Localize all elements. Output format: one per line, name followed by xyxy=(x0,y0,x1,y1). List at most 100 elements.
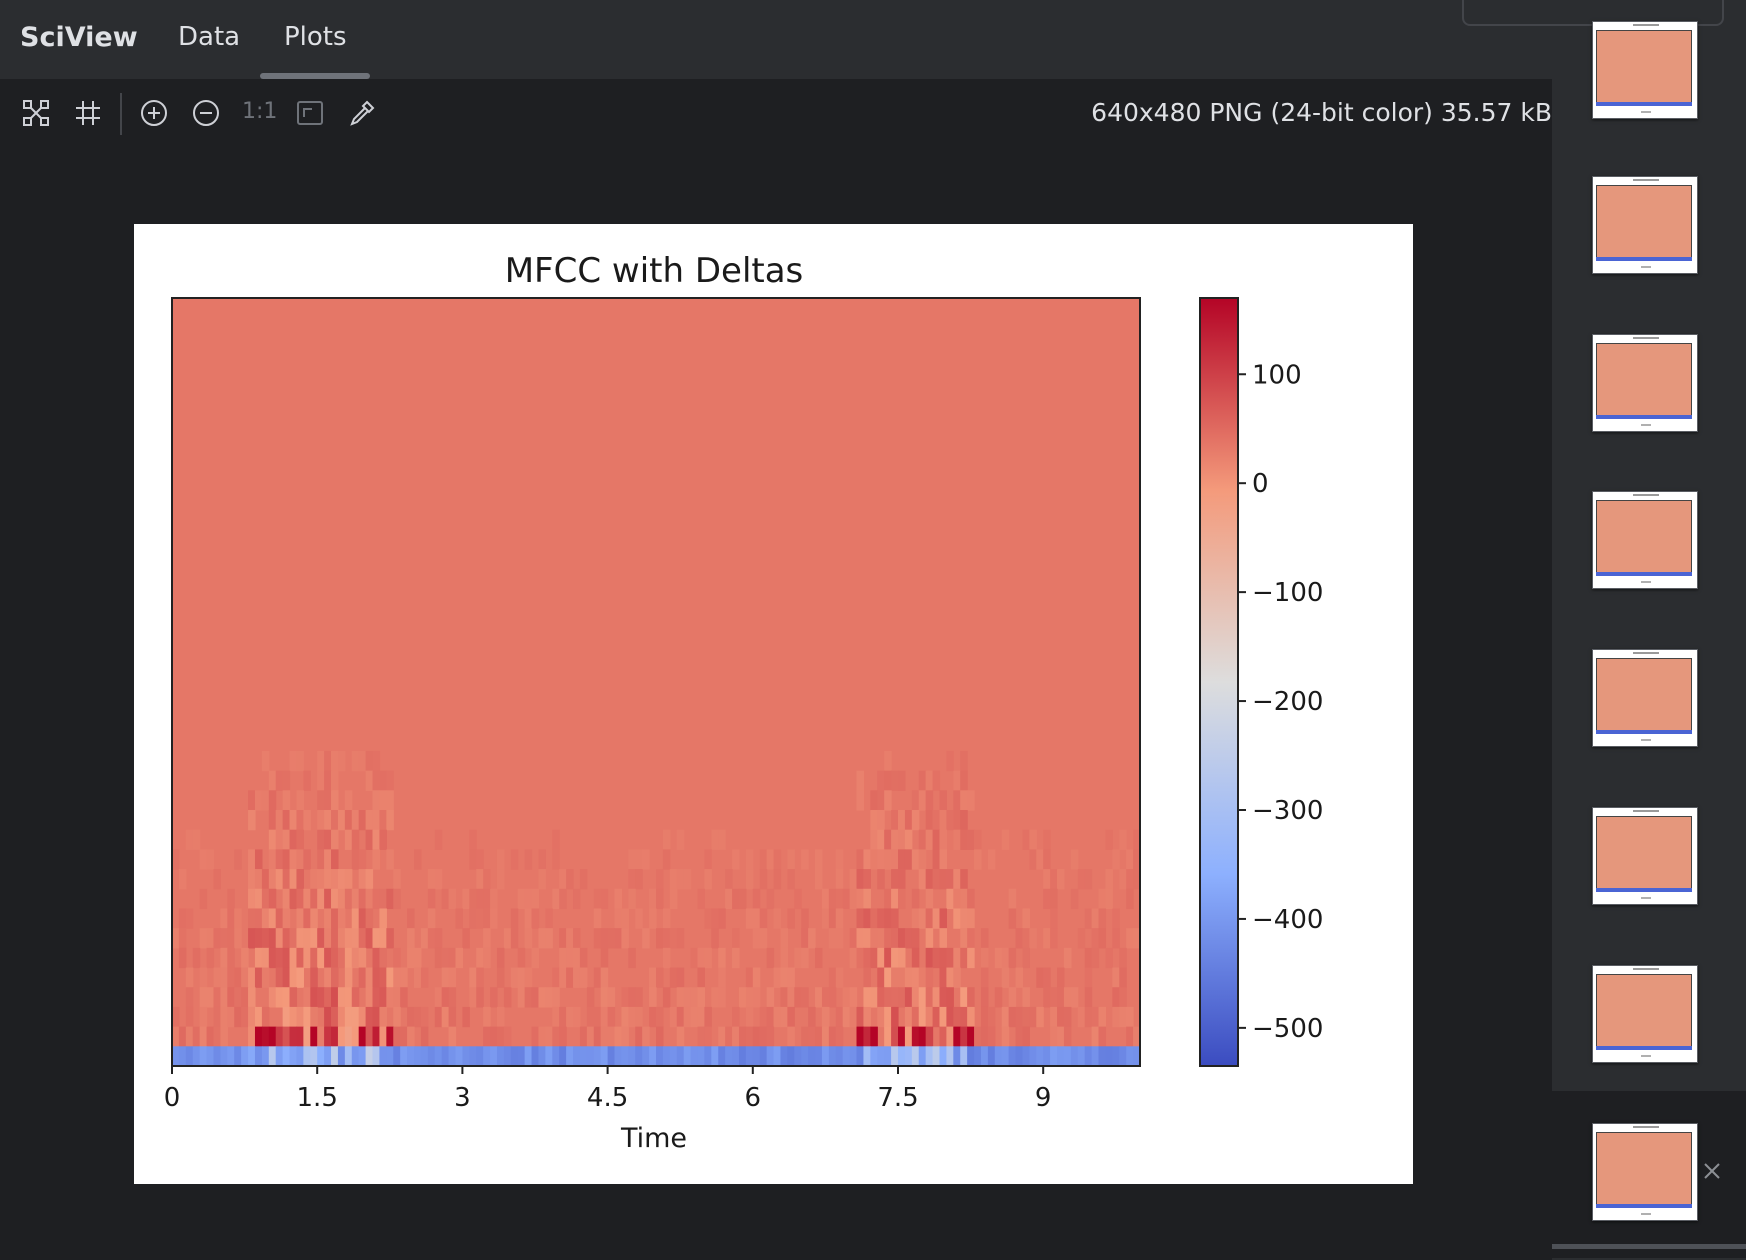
heatmap-cell xyxy=(690,987,699,1008)
color-picker-button[interactable] xyxy=(344,95,380,131)
heatmap-cell xyxy=(483,869,491,890)
heatmap-cell xyxy=(1112,1006,1120,1028)
heatmap-cell xyxy=(393,869,401,890)
plot-thumbnail[interactable] xyxy=(1592,965,1698,1063)
plot-thumbnail-selected[interactable] xyxy=(1592,1123,1698,1221)
actual-size-icon[interactable]: 1:1 xyxy=(242,99,278,124)
heatmap-cell xyxy=(275,987,284,1008)
heatmap-cell xyxy=(469,967,477,988)
heatmap-cell xyxy=(877,869,885,890)
image-toolbar: 1:1 640x480 PNG (24-bit color) 35.57 kB xyxy=(0,79,1552,149)
heatmap-cell xyxy=(372,750,381,772)
heatmap-cell xyxy=(898,1026,906,1047)
heatmap-cell xyxy=(732,849,740,870)
heatmap-cell xyxy=(614,1046,623,1066)
heatmap-cell xyxy=(662,987,671,1008)
heatmap-cell xyxy=(759,849,768,870)
heatmap-cell xyxy=(303,888,311,910)
heatmap-cell xyxy=(842,1006,851,1028)
heatmap-cell xyxy=(967,928,975,949)
heatmap-cell xyxy=(414,849,422,870)
heatmap-cell xyxy=(891,770,899,791)
tab-plots[interactable]: Plots xyxy=(284,22,347,52)
zoom-in-button[interactable] xyxy=(136,95,172,131)
heatmap-cell xyxy=(787,1026,795,1047)
heatmap-cell xyxy=(1119,947,1127,969)
heatmap-cell xyxy=(268,770,277,791)
heatmap-cell xyxy=(856,908,865,929)
heatmap-cell xyxy=(773,1046,782,1066)
heatmap-cell xyxy=(1050,987,1058,1008)
heatmap-cell xyxy=(821,1006,830,1028)
heatmap-cell xyxy=(1015,1006,1024,1028)
heatmap-cell xyxy=(939,790,947,811)
heatmap-cell xyxy=(1112,987,1120,1008)
heatmap-cell xyxy=(732,928,740,949)
heatmap-cell xyxy=(379,987,387,1008)
tab-data[interactable]: Data xyxy=(178,22,241,52)
heatmap-cell xyxy=(227,1046,235,1066)
fit-content-icon xyxy=(23,100,49,126)
fit-window-button[interactable] xyxy=(292,95,328,131)
plot-thumbnail[interactable] xyxy=(1592,21,1698,119)
heatmap-cell xyxy=(1133,829,1141,850)
heatmap-cell xyxy=(725,888,733,910)
heatmap-cell xyxy=(787,1006,795,1028)
heatmap-cell xyxy=(434,1046,443,1066)
heatmap-cell xyxy=(268,908,277,929)
heatmap-cell xyxy=(434,869,443,890)
heatmap-cell xyxy=(199,888,208,910)
heatmap-cell xyxy=(849,869,858,890)
heatmap-cell xyxy=(1077,1006,1086,1028)
heatmap-cell xyxy=(939,928,947,949)
heatmap-cell xyxy=(420,928,429,949)
heatmap-cell xyxy=(1043,1046,1051,1066)
plot-thumbnail[interactable] xyxy=(1592,334,1698,432)
fit-content-button[interactable] xyxy=(18,95,54,131)
heatmap-cell xyxy=(1043,829,1051,850)
heatmap-cell xyxy=(337,1026,346,1047)
heatmap-cell xyxy=(697,1006,705,1028)
heatmap-cell xyxy=(932,947,941,969)
heatmap-cell xyxy=(324,947,332,969)
heatmap-cell xyxy=(254,1026,263,1047)
heatmap-cell xyxy=(241,967,249,988)
heatmap-cell xyxy=(317,790,325,811)
heatmap-cell xyxy=(870,947,878,969)
heatmap-cell xyxy=(676,1026,685,1047)
heatmap-cell xyxy=(510,928,519,949)
heatmap-cell xyxy=(496,967,505,988)
heatmap-cell xyxy=(427,928,436,949)
sidebar-scrollbar[interactable] xyxy=(1552,1244,1746,1249)
heatmap-cell xyxy=(227,888,235,910)
heatmap-cell xyxy=(918,790,927,811)
heatmap-cell xyxy=(628,888,636,910)
heatmap-cell xyxy=(324,869,332,890)
heatmap-cell xyxy=(662,908,671,929)
heatmap-cell xyxy=(365,1026,374,1047)
heatmap-cell xyxy=(967,1006,975,1028)
grid-button[interactable] xyxy=(70,95,106,131)
heatmap-cell xyxy=(559,1046,567,1066)
heatmap-cell xyxy=(199,987,208,1008)
heatmap-cell xyxy=(427,908,436,929)
heatmap-cell xyxy=(344,1006,353,1028)
zoom-out-button[interactable] xyxy=(188,95,224,131)
heatmap-cell xyxy=(545,908,553,929)
plot-thumbnail[interactable] xyxy=(1592,491,1698,589)
heatmap-cell xyxy=(524,908,533,929)
plot-thumbnail[interactable] xyxy=(1592,176,1698,274)
heatmap-cell xyxy=(296,1046,304,1066)
heatmap-cell xyxy=(407,928,415,949)
heatmap-cell xyxy=(849,947,858,969)
heatmap-cell xyxy=(1098,1026,1107,1047)
heatmap-cell xyxy=(365,908,374,929)
plot-thumbnail[interactable] xyxy=(1592,649,1698,747)
close-icon[interactable] xyxy=(1700,1159,1724,1183)
heatmap-cell xyxy=(649,888,657,910)
heatmap-cell xyxy=(994,1046,1003,1066)
heatmap-cell xyxy=(248,810,256,831)
plot-thumbnail[interactable] xyxy=(1592,807,1698,905)
heatmap-cell xyxy=(234,908,242,929)
heatmap-cell xyxy=(282,869,291,890)
